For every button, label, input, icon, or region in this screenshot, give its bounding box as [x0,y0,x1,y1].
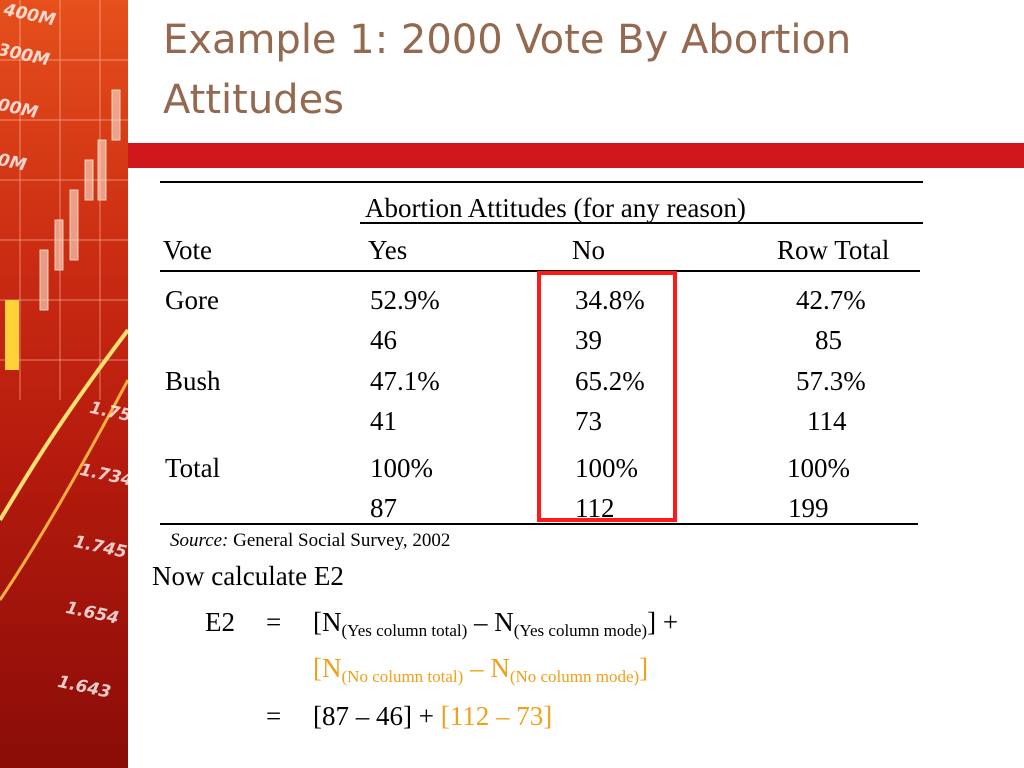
spanner-rule [360,222,923,224]
term2-close: ] [639,653,649,683]
calc-no-values: [112 – 73] [440,701,553,731]
calc-plus-1: + [662,607,679,637]
cell-gore-no-pct: 34.8% [575,285,645,315]
cell-total-yes-pct: 100% [370,453,433,483]
row-label-gore: Gore [165,285,219,315]
term2-open: [N [313,653,342,683]
term1-sub-mode: (Yes column mode) [513,621,648,640]
cell-bush-total-pct: 57.3% [796,366,866,396]
source-note: Source: General Social Survey, 2002 [170,530,450,552]
table-top-rule [160,181,923,183]
cell-gore-total-count: 85 [815,325,842,355]
cell-total-total-pct: 100% [787,453,850,483]
cell-gore-yes-pct: 52.9% [370,285,440,315]
cell-total-total-count: 199 [788,493,829,523]
source-text: General Social Survey, 2002 [233,530,451,551]
row-label-bush: Bush [165,366,221,396]
calc-yes-values: [87 – 46] [313,701,412,731]
cell-bush-no-pct: 65.2% [575,366,645,396]
header-row-total: Row Total [777,235,890,265]
cell-gore-no-count: 39 [575,325,602,355]
cell-gore-total-pct: 42.7% [796,285,866,315]
cell-total-no-pct: 100% [575,453,638,483]
term1-sub-total: (Yes column total) [341,621,468,640]
cell-bush-yes-pct: 47.1% [370,366,440,396]
calc-lhs: E2 [205,607,235,637]
cell-total-yes-count: 87 [370,493,397,523]
calc-term-1: [N(Yes column total) – N(Yes column mode… [313,606,678,647]
source-label: Source: [170,530,229,551]
cell-bush-total-count: 114 [807,406,847,436]
table-bottom-rule [160,523,918,525]
header-vote: Vote [163,235,213,265]
row-label-total: Total [165,453,221,483]
decorative-stock-panel: 400M 300M 00M 0M 1.75 1.734 1.745 1.654 … [0,0,128,768]
term2-minus: – N [463,653,510,683]
accent-bar [128,143,1024,168]
header-no: No [572,235,605,265]
column-spanner: Abortion Attitudes (for any reason) [365,193,746,223]
calc-line3: [87 – 46] + [112 – 73] [313,700,552,732]
calc-equals-2: = [266,701,282,731]
calc-plus-2: + [418,701,434,731]
term1-minus: – N [467,607,514,637]
term2-sub-mode: (No column mode) [509,667,640,686]
term1-close: ] [647,607,657,637]
slide-title: Example 1: 2000 Vote By Abortion Attitud… [163,17,852,123]
header-rule [160,270,920,272]
no-column-highlight [537,271,677,522]
cell-gore-yes-count: 46 [370,325,397,355]
candlestick-graphic [0,0,128,601]
header-yes: Yes [368,235,408,265]
term1-open: [N [313,607,342,637]
calc-intro: Now calculate E2 [152,561,344,591]
term2-sub-total: (No column total) [341,667,464,686]
cell-bush-yes-count: 41 [370,406,397,436]
cell-bush-no-count: 73 [575,406,602,436]
calc-equals-1: = [266,607,282,637]
calc-term-2: [N(No column total) – N(No column mode)] [313,652,648,693]
